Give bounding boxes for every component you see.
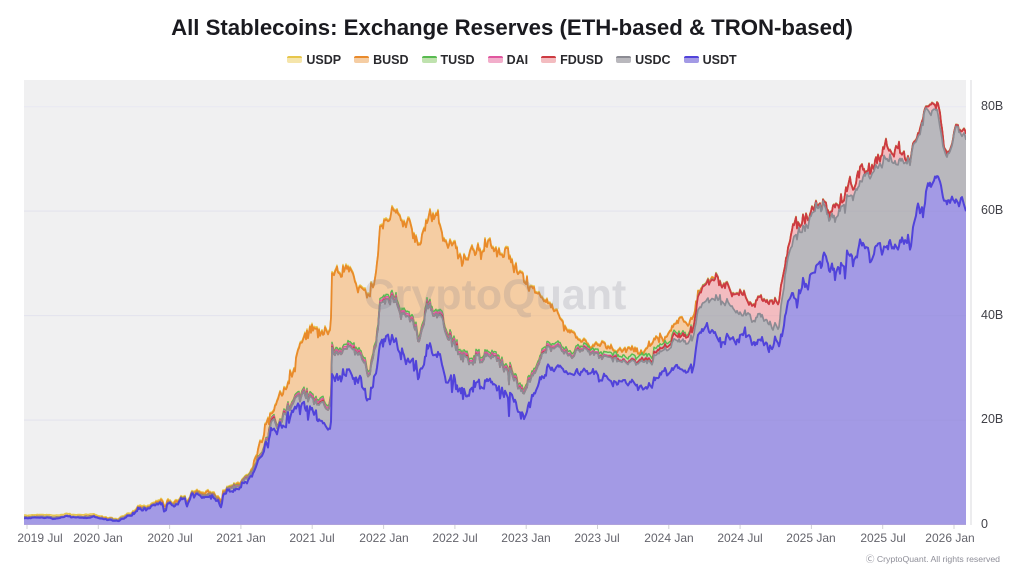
svg-text:CryptoQuant: CryptoQuant (364, 271, 627, 319)
